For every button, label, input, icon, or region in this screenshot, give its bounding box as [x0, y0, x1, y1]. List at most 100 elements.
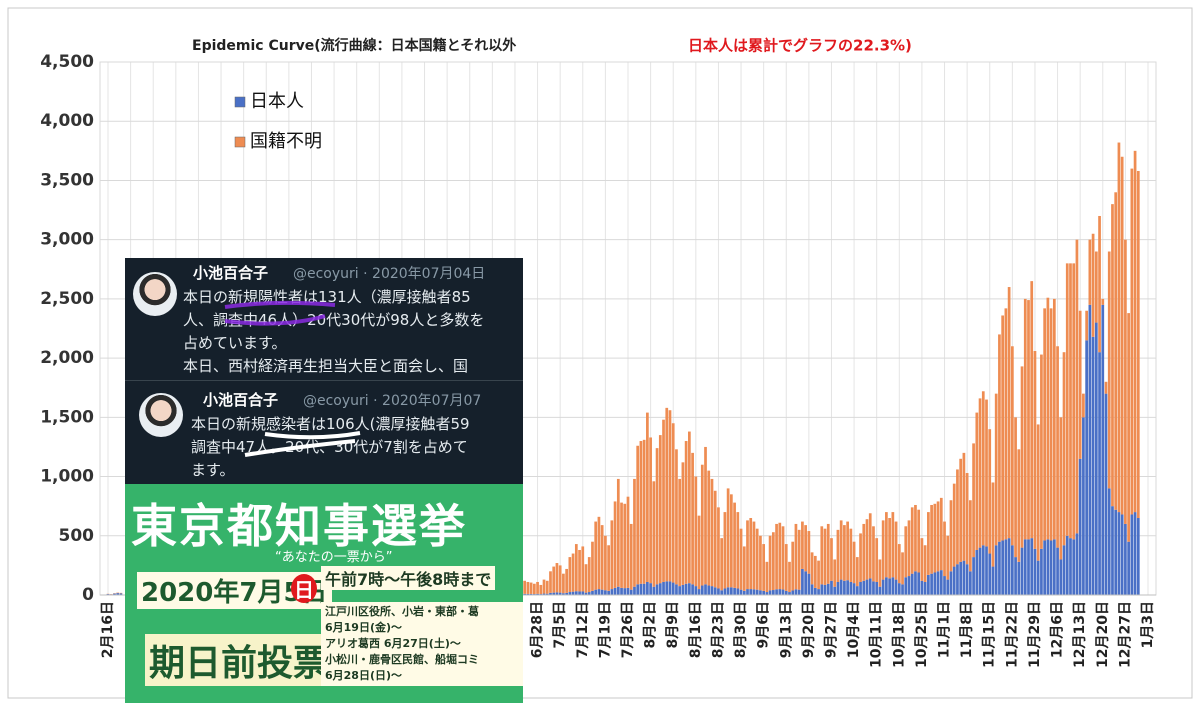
bar-segment [639, 441, 643, 584]
bar-segment [914, 571, 917, 595]
bar-segment [781, 526, 785, 590]
bar-segment [649, 583, 652, 595]
bar-segment [881, 520, 885, 580]
bar-segment [1049, 308, 1053, 541]
bar-segment [587, 557, 591, 593]
bar-segment [1062, 352, 1066, 546]
bar-segment [613, 501, 617, 588]
bar-segment [1088, 304, 1092, 595]
bar-segment [849, 581, 853, 595]
bar-segment [830, 580, 833, 595]
bar-segment [691, 452, 694, 585]
poster-early: 期日前投票 [145, 634, 334, 686]
bar-segment [891, 577, 895, 595]
tweet-line: 本日の新規陽性者は131人（濃厚接触者85 [183, 288, 471, 306]
bar-segment [855, 557, 859, 587]
bar-segment [558, 565, 562, 593]
bar-segment [1040, 548, 1043, 595]
bar-segment [1082, 417, 1085, 595]
bar-segment [1052, 539, 1056, 595]
bar-segment [1075, 533, 1079, 595]
bar-segment [914, 504, 917, 572]
bar-segment [952, 483, 956, 567]
bar-segment [116, 593, 120, 595]
tweet-name: 小池百合子 [193, 264, 269, 282]
poster-weekday: 日 [291, 574, 317, 603]
bar-segment [849, 528, 853, 582]
bar-segment [755, 528, 759, 590]
bar-segment [529, 582, 533, 594]
bar-segment [768, 535, 772, 591]
bar-segment [1117, 142, 1121, 513]
bar-segment [1107, 251, 1111, 489]
bar-segment [1091, 233, 1095, 337]
bar-segment [1010, 346, 1014, 546]
tweet-line: 本日の新規感染者は106人(濃厚接触者59 [191, 415, 470, 433]
bar-segment [788, 592, 791, 595]
bar-segment [723, 588, 727, 595]
bar-segment [1085, 310, 1088, 341]
bar-segment [1136, 170, 1140, 519]
bar-segment [717, 588, 720, 595]
bar-segment [655, 448, 659, 585]
bar-segment [843, 580, 846, 595]
bar-segment [733, 587, 736, 595]
bar-segment [1120, 156, 1124, 515]
bar-segment [784, 590, 788, 595]
x-tick-label: 9月13日 [778, 601, 794, 658]
bar-segment [901, 552, 904, 585]
bar-segment [891, 512, 895, 578]
bar-segment [717, 507, 720, 589]
bar-segment [655, 584, 659, 595]
bar-segment [584, 564, 588, 593]
bar-segment [633, 586, 636, 595]
bar-segment [1030, 281, 1034, 539]
bar-segment [823, 584, 827, 595]
y-tick-label: 3,500 [40, 170, 94, 190]
x-tick-label: 8月23日 [710, 601, 726, 658]
bar-segment [665, 407, 669, 582]
poster-place: 小松川・鹿骨区民館、船堀コミ [325, 653, 479, 666]
x-tick-label: 9月6日 [756, 601, 772, 648]
bar-segment [1017, 449, 1021, 562]
bar-segment [878, 586, 882, 595]
legend-swatch [234, 136, 246, 148]
bar-segment [894, 521, 898, 580]
bar-segment [684, 583, 688, 595]
bar-segment [658, 583, 662, 595]
bar-segment [713, 490, 717, 588]
bar-segment [904, 577, 908, 595]
bar-segment [771, 590, 775, 595]
bar-segment [691, 584, 694, 595]
bar-segment [681, 584, 685, 595]
bar-segment [927, 574, 930, 595]
bar-segment [1120, 514, 1124, 595]
bar-segment [807, 531, 811, 574]
bar-segment [1075, 239, 1079, 534]
bar-segment [801, 568, 804, 595]
avatar [133, 272, 177, 316]
bar-segment [1085, 340, 1088, 595]
bar-segment [555, 563, 559, 593]
bar-segment [720, 538, 724, 591]
bar-segment [897, 544, 901, 584]
bar-segment [797, 589, 801, 595]
x-tick-label: 12月27日 [1117, 601, 1133, 668]
bar-segment [972, 557, 975, 595]
bar-segment [678, 478, 682, 587]
bar-segment [526, 593, 530, 595]
bar-segment [658, 435, 662, 584]
bar-segment [826, 583, 830, 595]
avatar [139, 393, 183, 437]
bar-segment [729, 587, 733, 595]
bar-segment [765, 592, 769, 595]
bar-segment [1027, 539, 1030, 595]
bar-segment [616, 586, 620, 595]
bar-segment [1107, 488, 1111, 595]
bar-segment [946, 535, 950, 580]
bar-segment [700, 464, 704, 586]
tweet-handle: @ecoyuri · 2020年07月07 [303, 393, 482, 409]
bar-segment [610, 589, 614, 595]
legend-label: 日本人 [250, 91, 304, 112]
x-tick-label: 10月4日 [846, 601, 862, 658]
